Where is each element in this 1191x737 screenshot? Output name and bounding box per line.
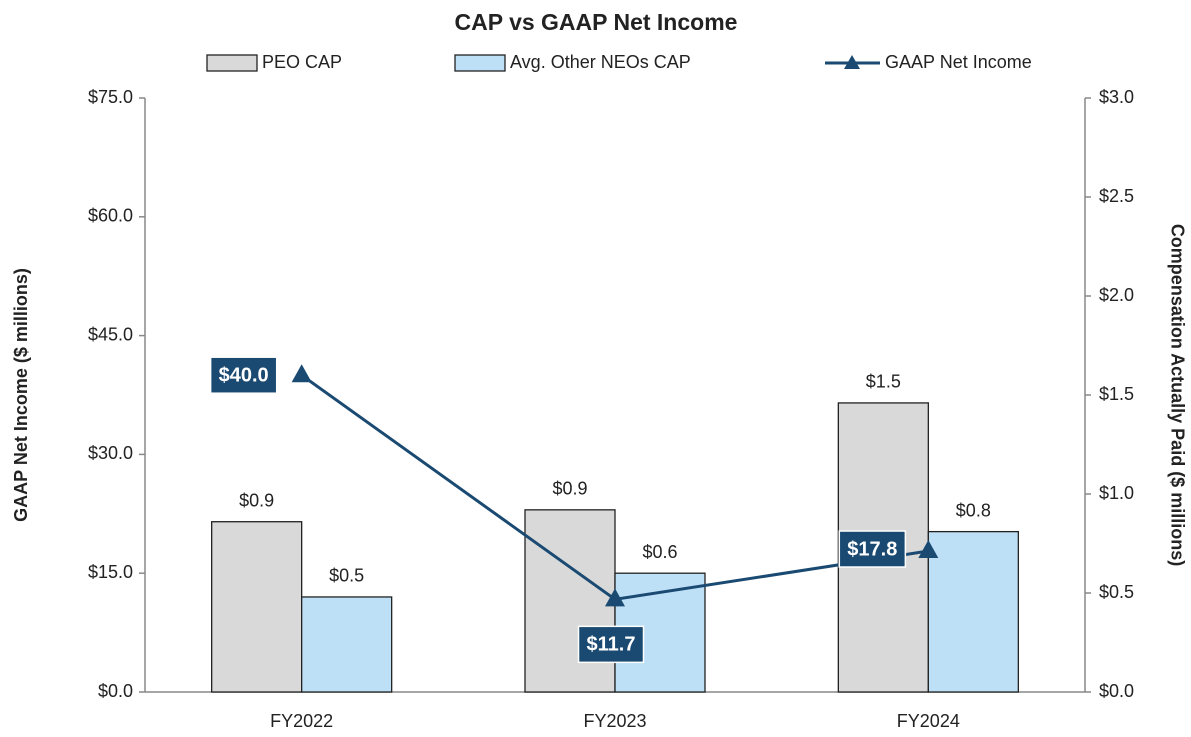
legend-marker [844, 55, 860, 69]
bar-value-label: $0.6 [642, 542, 677, 562]
line-value-label-text: $17.8 [847, 538, 897, 560]
y-tick-label: $60.0 [88, 206, 133, 226]
bar [524, 509, 616, 693]
legend-label: Avg. Other NEOs CAP [510, 52, 691, 72]
y2-tick-label: $1.5 [1099, 384, 1134, 404]
label-box [577, 625, 645, 664]
y2-tick-label: $3.0 [1099, 87, 1134, 107]
legend-label: PEO CAP [262, 52, 342, 72]
y-tick-label: $75.0 [88, 87, 133, 107]
y2-tick-label: $2.0 [1099, 285, 1134, 305]
legend-label: GAAP Net Income [885, 52, 1032, 72]
line-value-label: $17.8 [838, 530, 907, 568]
bar [301, 596, 393, 693]
bar-value-label: $0.8 [956, 500, 991, 520]
y-tick-label: $30.0 [88, 443, 133, 463]
bar-value-label: $0.5 [329, 566, 364, 586]
y-tick-label: $45.0 [88, 324, 133, 344]
bar-value-label: $0.9 [239, 490, 274, 510]
y2-axis-label: Compensation Actually Paid ($ millions) [1167, 224, 1187, 566]
y-tick-label: $15.0 [88, 562, 133, 582]
bar [927, 530, 1019, 693]
x-tick-label: FY2024 [897, 711, 960, 731]
bar-value-label: $1.5 [866, 372, 901, 392]
x-tick-label: FY2022 [270, 711, 333, 731]
chart-title: CAP vs GAAP Net Income [455, 9, 738, 35]
x-tick-label: FY2023 [583, 711, 646, 731]
legend-swatch [206, 54, 258, 72]
label-box [209, 356, 278, 394]
line-value-label: $40.0 [209, 356, 278, 394]
line-marker [918, 540, 939, 559]
y-axis-label: GAAP Net Income ($ millions) [11, 268, 31, 522]
y2-tick-label: $2.5 [1099, 186, 1134, 206]
y2-tick-label: $0.0 [1099, 681, 1134, 701]
y-tick-label: $0.0 [98, 681, 133, 701]
y2-tick-label: $0.5 [1099, 582, 1134, 602]
line-value-label-text: $11.7 [587, 634, 636, 656]
line-marker [605, 588, 625, 607]
legend-swatch [454, 54, 506, 72]
bar [211, 521, 303, 693]
label-box [838, 530, 907, 568]
line-value-label-text: $40.0 [219, 364, 269, 386]
y2-tick-label: $1.0 [1099, 483, 1134, 503]
line-value-label: $11.7 [577, 625, 645, 664]
bar-value-label: $0.9 [552, 479, 587, 499]
line-marker [291, 364, 312, 383]
